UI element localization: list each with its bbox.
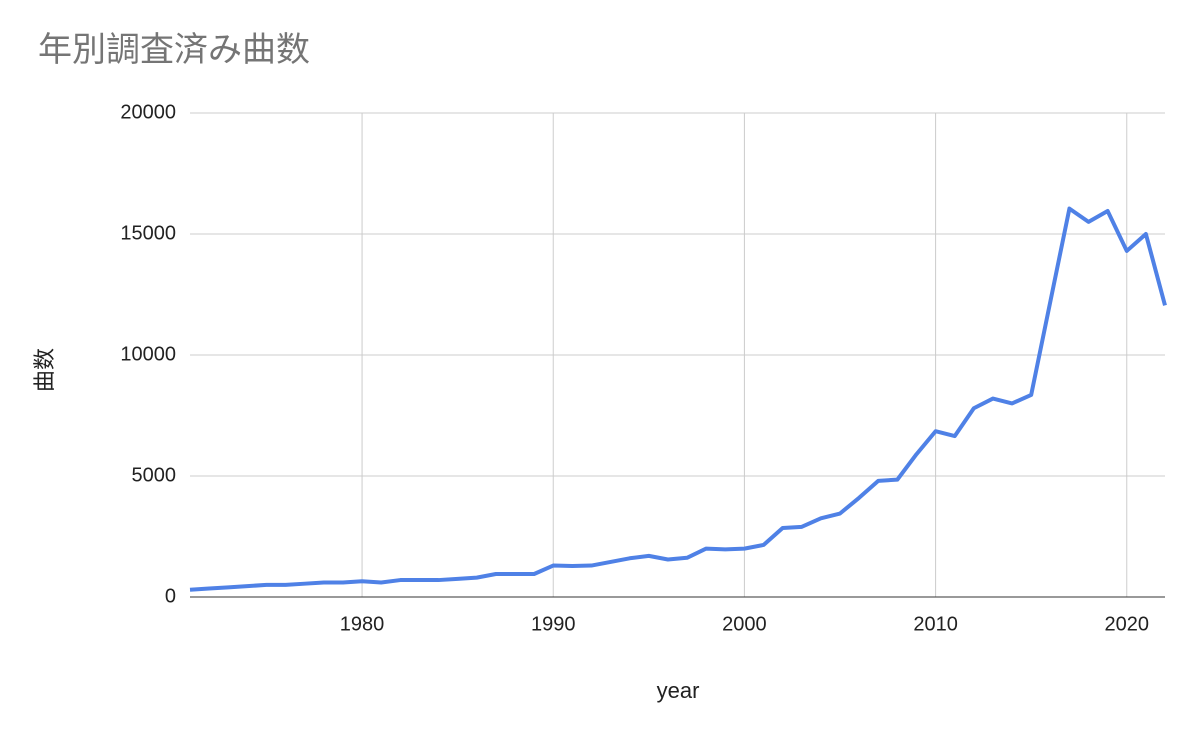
y-tick-label: 15000 (120, 222, 176, 244)
x-tick-label: 1990 (531, 613, 576, 635)
y-tick-label: 0 (165, 585, 176, 607)
x-axis-label: year (657, 678, 700, 703)
x-tick-label: 2020 (1105, 613, 1150, 635)
y-tick-label: 10000 (120, 343, 176, 365)
data-line (189, 206, 1167, 592)
x-tick-label: 2000 (722, 613, 767, 635)
x-tick-label: 1980 (340, 613, 385, 635)
y-tick-label: 5000 (132, 464, 177, 486)
y-tick-label: 20000 (120, 101, 176, 123)
chart-title: 年別調査済み曲数 (38, 31, 310, 69)
y-axis-label: 曲数 (32, 348, 57, 392)
x-tick-label: 2010 (913, 613, 958, 635)
